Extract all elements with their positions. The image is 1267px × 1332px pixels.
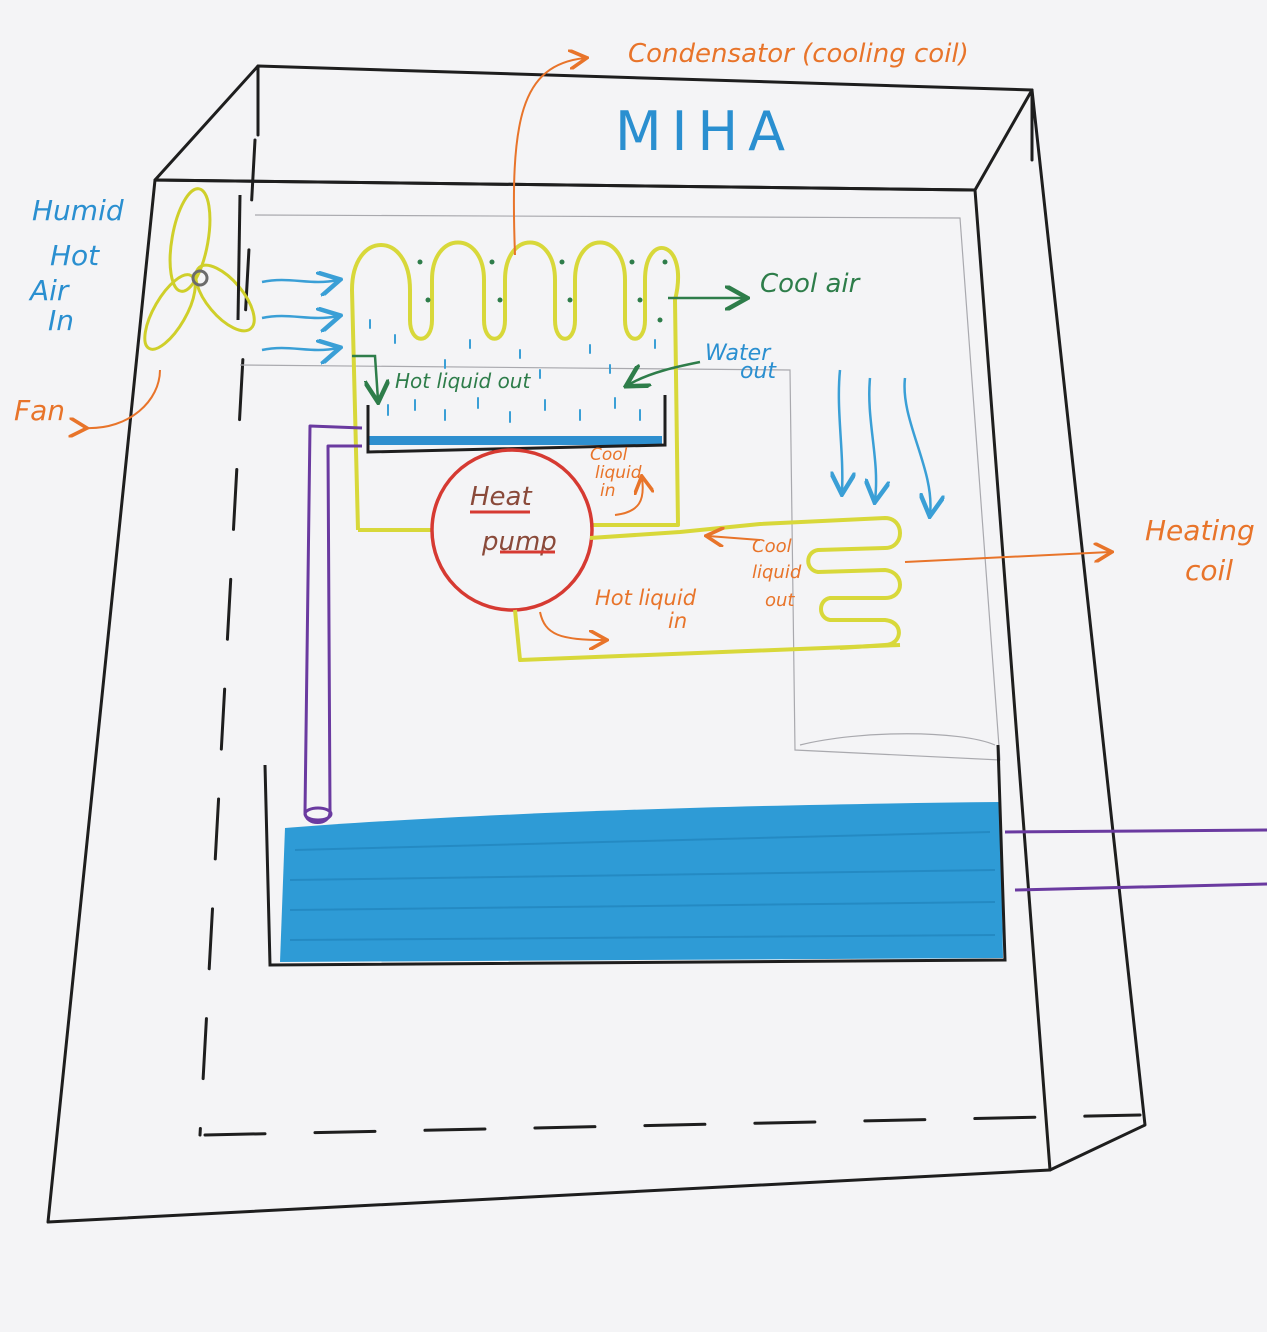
humid-hot-air-in-label: Humid Hot Air In [28, 194, 124, 337]
cooling-coil [350, 240, 681, 531]
coil-surface-dots [417, 259, 668, 323]
pencil-guides [239, 214, 1001, 761]
svg-text:Heating: Heating [1145, 514, 1255, 547]
svg-text:In: In [48, 304, 74, 337]
svg-text:liquid: liquid [595, 463, 642, 483]
heat-pump-circle [430, 448, 594, 612]
svg-text:Hot liquid: Hot liquid [595, 586, 697, 610]
condensation-droplets [369, 319, 656, 423]
outlet-pipe [1004, 828, 1267, 892]
svg-text:Air: Air [28, 274, 70, 307]
condensator-pointer [512, 58, 585, 256]
incoming-air-arrows [261, 280, 338, 350]
downflow-air-arrows [839, 369, 931, 514]
svg-text:Water: Water [705, 341, 772, 366]
hot-liquid-in-arrow [539, 611, 605, 640]
cool-liquid-out-arrow [708, 536, 761, 540]
svg-text:liquid: liquid [752, 562, 802, 583]
hot-liquid-out-arrow [352, 354, 378, 400]
cool-liquid-in-arrow [614, 478, 643, 516]
svg-text:in: in [668, 609, 687, 633]
water-out-label: Water out [705, 341, 777, 384]
svg-text:Heat: Heat [470, 482, 532, 512]
svg-text:Humid: Humid [32, 194, 124, 227]
cool-air-label: Cool air [760, 269, 862, 299]
cabinet-frame [46, 64, 1147, 1224]
brand-title: MIHA [615, 100, 795, 163]
fan-pointer [85, 369, 161, 428]
condensator-label: Condensator (cooling coil) [628, 39, 969, 69]
cool-liquid-out-label: Cool liquid out [752, 536, 802, 611]
fan-label: Fan [14, 394, 65, 427]
fan-mount [236, 194, 242, 321]
hot-liquid-in-label: Hot liquid in [595, 586, 697, 633]
drain-pipe [303, 424, 363, 824]
svg-text:Cool: Cool [590, 445, 628, 465]
svg-text:in: in [600, 481, 616, 501]
cabinet-hidden-edges [198, 138, 1142, 1137]
svg-text:out: out [765, 590, 795, 611]
water-out-arrow [628, 360, 701, 385]
refrigerant-pipes [513, 516, 902, 662]
svg-text:out: out [740, 359, 777, 384]
fan-icon [143, 187, 256, 351]
hot-liquid-out-label: Hot liquid out [395, 369, 531, 393]
heating-coil-pointer [904, 552, 1110, 563]
water-tank [263, 744, 1007, 967]
svg-text:Cool: Cool [752, 536, 792, 557]
heating-coil-label: Heating coil [1145, 514, 1255, 587]
cool-liquid-in-label: Cool liquid in [590, 445, 642, 501]
svg-text:coil: coil [1185, 554, 1233, 587]
svg-text:Hot: Hot [50, 239, 100, 272]
